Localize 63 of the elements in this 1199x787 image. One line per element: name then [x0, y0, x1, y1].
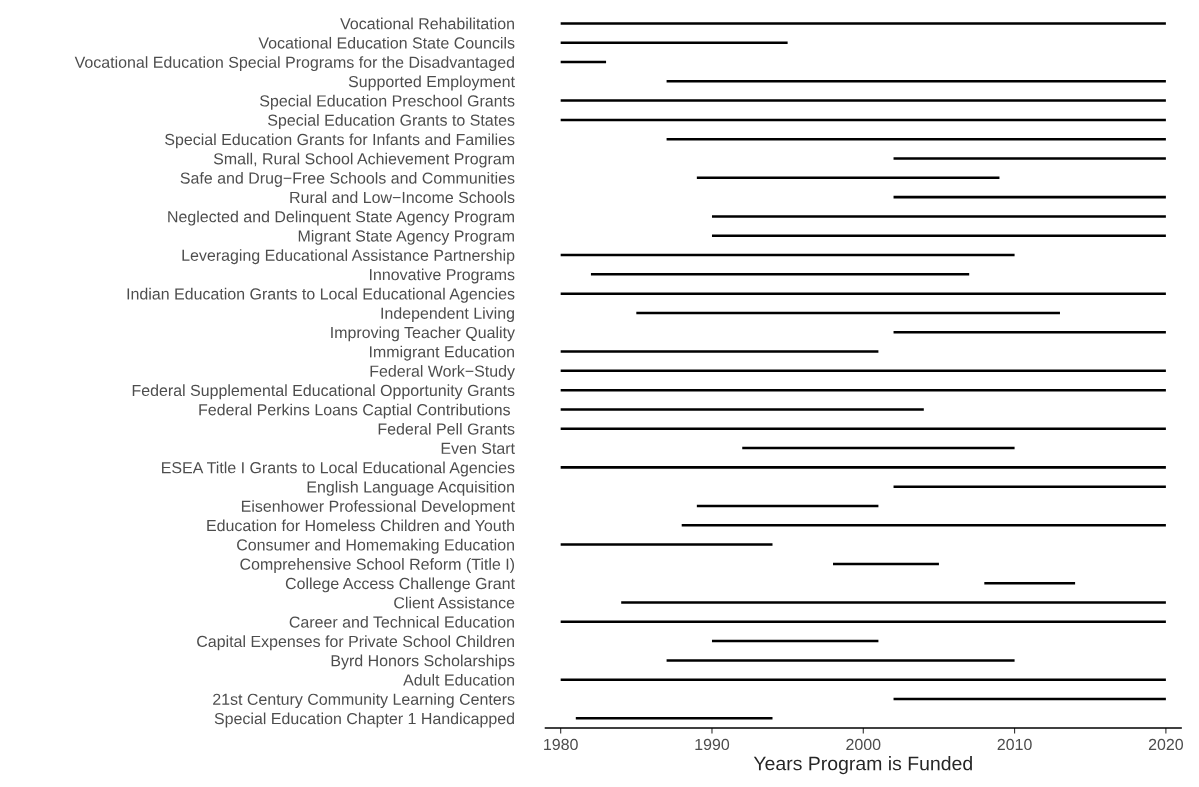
bar	[560, 408, 924, 411]
y-tick-label: Indian Education Grants to Local Educational Agencies	[127, 287, 515, 303]
y-tick-label: Client Assistance	[394, 596, 515, 609]
bar	[560, 466, 1166, 469]
bar	[666, 80, 1166, 83]
y-tick-label: Special Education Preschool Grants	[260, 94, 515, 110]
x-axis-title: Years Program is Funded	[753, 756, 972, 775]
y-tick-label: Federal Pell Grants	[378, 422, 515, 435]
y-tick-label: Special Education Chapter 1 Handicapped	[214, 712, 514, 728]
bar	[666, 659, 1015, 662]
bar	[560, 99, 1166, 102]
y-tick-label: Supported Employment	[348, 75, 515, 91]
bar	[575, 717, 773, 720]
y-tick-label: Education for Homeless Children and Youth	[207, 519, 514, 532]
y-tick-label: Vocational Education State Councils	[258, 36, 515, 49]
bar	[560, 350, 879, 353]
y-tick-label: Consumer and Homemaking Education	[237, 538, 514, 554]
bar	[560, 543, 773, 546]
x-tick-label: 1990	[695, 738, 730, 751]
y-tick-label: Immigrant Education	[369, 345, 514, 361]
y-tick-label: Federal Perkins Loans Captial Contributions	[199, 403, 510, 419]
y-tick-label: Vocational Education Special Programs for the Disadvantaged	[74, 56, 514, 72]
bar	[560, 678, 1166, 681]
y-tick-label: Rural and Low−Income Schools	[290, 191, 515, 204]
y-tick-label: Special Education Grants to States	[268, 114, 515, 130]
bar	[621, 601, 1166, 604]
bar	[893, 330, 1166, 334]
bar	[711, 234, 1166, 237]
bar	[560, 41, 788, 44]
y-tick-label: Migrant State Agency Program	[298, 229, 514, 245]
y-tick-label: English Language Acquisition	[307, 480, 514, 496]
y-tick-label: Safe and Drug−Free Schools and Communities	[180, 172, 515, 187]
y-tick-label: ESEA Title I Grants to Local Educational Agencies	[162, 461, 515, 477]
y-tick-label: Federal Supplemental Educational Opportunity Grants	[132, 384, 515, 400]
bar	[560, 292, 1166, 295]
y-tick-label: Byrd Honors Scholarships	[331, 654, 515, 670]
x-tick-label: 2020	[1148, 738, 1184, 751]
x-tick-label: 2000	[846, 738, 881, 751]
y-tick-label: Innovative Programs	[369, 268, 515, 284]
y-tick-label: Vocational Rehabilitation	[340, 17, 514, 30]
y-tick-label: Special Education Grants for Infants and Families	[165, 133, 515, 149]
y-tick-label: Comprehensive School Reform (Title I)	[240, 558, 515, 573]
x-tick-label: 2010	[997, 738, 1032, 751]
bar	[681, 524, 1166, 527]
y-tick-label: College Access Challenge Grant	[285, 577, 515, 593]
y-tick-label: Eisenhower Professional Development	[241, 500, 515, 516]
y-tick-label: Even Start	[441, 442, 515, 455]
y-tick-label: Neglected and Delinquent State Agency Program	[168, 210, 514, 226]
bar	[590, 273, 970, 276]
y-tick-label: Federal Work−Study	[370, 365, 515, 380]
bar	[560, 22, 1166, 25]
x-tick-label: 1980	[544, 738, 578, 751]
bar	[711, 215, 1166, 218]
y-tick-label: Capital Expenses for Private School Children	[197, 635, 514, 651]
y-tick-label: Career and Technical Education	[289, 616, 514, 628]
y-tick-label: Small, Rural School Achievement Program	[213, 152, 514, 168]
bar	[893, 157, 1166, 160]
y-tick-label: 21st Century Community Learning Centers	[213, 693, 515, 709]
y-tick-label: Adult Education	[403, 673, 514, 686]
y-tick-label: Independent Living	[381, 307, 514, 323]
y-tick-label: Improving Teacher Quality	[331, 326, 515, 342]
bar	[893, 485, 1166, 488]
y-tick-label: Leveraging Educational Assistance Partnership	[182, 249, 515, 265]
